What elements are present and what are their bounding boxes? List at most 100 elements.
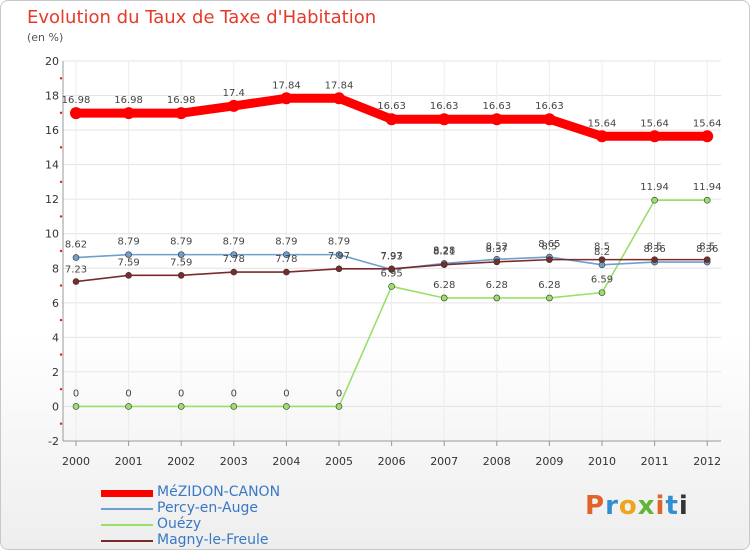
x-tick-label: 2000	[62, 455, 90, 468]
legend-swatch	[101, 540, 153, 542]
y-tick-label: 18	[45, 90, 59, 103]
data-label: 8.5	[699, 242, 715, 253]
x-tick-label: 2005	[325, 455, 353, 468]
logo-letter: r	[605, 491, 619, 521]
data-point	[703, 256, 711, 263]
data-point	[546, 294, 553, 302]
x-tick-label: 2008	[483, 455, 511, 468]
x-tick-label: 2004	[272, 455, 300, 468]
data-label: 8.79	[328, 237, 350, 248]
data-label: 7.97	[380, 251, 402, 262]
legend-label: MéZIDON-CANON	[157, 484, 281, 500]
x-tick-label: 2012	[693, 455, 721, 468]
data-point	[72, 278, 80, 285]
data-label: 8.79	[223, 237, 245, 248]
data-label: 8.5	[594, 242, 610, 253]
data-label: 17.84	[272, 80, 301, 91]
data-label: 6.95	[380, 268, 402, 279]
data-label: 8.5	[647, 242, 663, 253]
minor-tick	[59, 249, 63, 253]
data-point	[598, 256, 606, 263]
y-tick-label: 8	[52, 262, 59, 275]
data-point	[596, 130, 608, 143]
data-point	[701, 130, 714, 143]
data-label: 8.2	[594, 247, 610, 258]
data-point	[651, 256, 658, 263]
data-point	[72, 254, 80, 261]
data-label: 0	[73, 388, 79, 399]
data-label: 15.64	[693, 118, 722, 129]
minor-tick	[59, 77, 63, 80]
y-tick-label: 20	[45, 55, 59, 68]
data-label: 7.23	[65, 265, 87, 276]
data-label: 16.98	[167, 95, 196, 106]
minor-tick	[59, 215, 63, 218]
data-label: 16.63	[430, 101, 459, 112]
minor-tick	[59, 422, 63, 425]
data-label: 8.36	[696, 244, 718, 255]
data-point	[230, 251, 238, 258]
data-label: 16.63	[377, 101, 406, 112]
data-label: 0	[336, 388, 342, 399]
logo-letter: i	[655, 491, 666, 521]
data-label: 0	[178, 388, 184, 399]
data-label: 11.94	[693, 182, 722, 193]
data-label: 6.28	[538, 280, 560, 291]
data-label: 16.98	[62, 95, 91, 106]
data-point	[333, 92, 345, 105]
data-point	[72, 403, 80, 410]
y-tick-label: 12	[45, 193, 59, 206]
data-point	[177, 251, 185, 258]
data-point	[438, 113, 451, 126]
data-point	[388, 283, 395, 290]
x-tick-label: 2006	[378, 455, 406, 468]
y-tick-label: 2	[52, 366, 59, 379]
data-point	[598, 289, 606, 296]
data-label: 8.62	[65, 240, 87, 251]
data-point	[283, 251, 290, 258]
minor-tick	[59, 284, 63, 287]
data-point	[125, 251, 132, 258]
data-point	[335, 251, 343, 258]
minor-tick	[59, 318, 63, 322]
data-label: 7.78	[223, 254, 245, 265]
data-label: 8.5	[541, 242, 557, 253]
data-point	[230, 268, 238, 276]
data-point	[440, 261, 448, 268]
data-point	[335, 403, 343, 410]
logo-letter: i	[678, 491, 689, 521]
y-tick-label: 4	[52, 331, 59, 344]
data-point	[388, 265, 395, 273]
data-point	[122, 107, 135, 120]
data-label: 7.93	[380, 251, 402, 262]
data-point	[493, 258, 501, 266]
minor-tick	[59, 353, 63, 356]
data-label: 0	[231, 388, 237, 399]
data-label: 15.64	[588, 118, 617, 129]
y-tick-label: -2	[48, 435, 59, 448]
data-label: 8.79	[117, 237, 139, 248]
minor-tick	[59, 180, 63, 184]
x-tick-label: 2010	[588, 455, 616, 468]
data-label: 15.64	[640, 118, 669, 129]
y-tick-label: 10	[45, 228, 59, 241]
data-label: 16.63	[482, 101, 511, 112]
y-axis-unit-label: (en %)	[27, 31, 64, 44]
legend-label: Magny-le-Freule	[157, 532, 269, 548]
data-point	[493, 294, 501, 302]
data-label: 6.59	[591, 275, 613, 286]
data-label: 8.37	[486, 244, 508, 255]
data-point	[385, 113, 398, 126]
data-label: 8.52	[486, 241, 508, 252]
logo-letter: x	[637, 491, 656, 521]
data-label: 16.98	[114, 95, 143, 106]
data-point	[651, 196, 658, 204]
data-point	[227, 99, 240, 112]
logo-letter: o	[618, 491, 638, 521]
data-label: 8.65	[538, 239, 560, 250]
proxiti-logo: Proxiti	[585, 491, 689, 521]
data-label: 17.4	[223, 88, 245, 99]
legend-label: Ouézy	[157, 516, 202, 532]
data-label: 7.97	[328, 251, 350, 262]
